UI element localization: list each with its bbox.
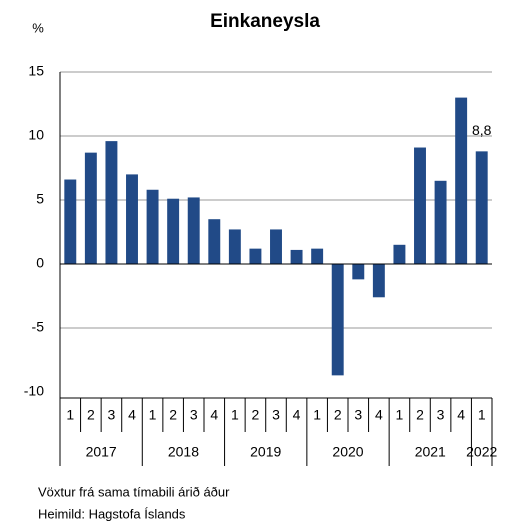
y-tick-label: 5 xyxy=(36,191,44,207)
bar xyxy=(105,141,118,264)
x-tick-label: 1 xyxy=(66,407,74,423)
x-tick-label: 3 xyxy=(437,407,445,423)
note: Vöxtur frá sama tímabili árið áður xyxy=(38,484,230,499)
group-label: 2020 xyxy=(332,444,363,460)
x-tick-label: 2 xyxy=(416,407,424,423)
chart-title: Einkaneysla xyxy=(210,11,320,32)
y-tick-label: 0 xyxy=(36,255,44,271)
x-tick-label: 2 xyxy=(334,407,342,423)
x-tick-label: 2 xyxy=(87,407,95,423)
bar xyxy=(64,179,77,264)
bar xyxy=(249,248,262,264)
bar xyxy=(414,147,426,264)
bar xyxy=(208,219,221,264)
bar xyxy=(228,229,241,264)
y-tick-label: 10 xyxy=(28,127,44,143)
y-tick-label: -5 xyxy=(32,319,45,335)
x-tick-label: 1 xyxy=(396,407,404,423)
value-label: 8,8 xyxy=(472,122,492,138)
x-tick-label: 2 xyxy=(169,407,177,423)
bar xyxy=(126,174,138,264)
group-label: 2019 xyxy=(250,444,281,460)
group-label: 2022 xyxy=(466,444,497,460)
bar xyxy=(146,189,159,264)
bar xyxy=(455,97,468,264)
x-tick-label: 3 xyxy=(108,407,116,423)
x-tick-label: 4 xyxy=(457,407,465,423)
bar xyxy=(352,264,365,280)
bar xyxy=(84,152,97,264)
bar xyxy=(270,229,282,264)
bar xyxy=(290,249,303,264)
x-tick-label: 3 xyxy=(272,407,280,423)
x-tick-label: 4 xyxy=(128,407,136,423)
bar xyxy=(393,244,406,264)
y-tick-label: 15 xyxy=(28,63,44,79)
x-tick-label: 1 xyxy=(149,407,157,423)
x-tick-label: 4 xyxy=(293,407,301,423)
bar xyxy=(372,264,385,298)
x-tick-label: 1 xyxy=(231,407,239,423)
x-tick-label: 4 xyxy=(210,407,218,423)
group-label: 2017 xyxy=(86,444,117,460)
x-tick-label: 2 xyxy=(252,407,260,423)
bar xyxy=(187,197,200,264)
y-unit: % xyxy=(32,20,44,35)
x-tick-label: 3 xyxy=(190,407,198,423)
bar xyxy=(475,151,488,264)
note: Heimild: Hagstofa Íslands xyxy=(38,506,186,521)
bar xyxy=(434,180,447,264)
group-label: 2021 xyxy=(415,444,446,460)
group-label: 2018 xyxy=(168,444,199,460)
bar xyxy=(311,248,324,264)
x-tick-label: 1 xyxy=(313,407,321,423)
x-tick-label: 1 xyxy=(478,407,486,423)
x-tick-label: 4 xyxy=(375,407,383,423)
x-tick-label: 3 xyxy=(354,407,362,423)
bar xyxy=(167,198,180,264)
bar xyxy=(331,264,344,376)
y-tick-label: -10 xyxy=(24,383,44,399)
